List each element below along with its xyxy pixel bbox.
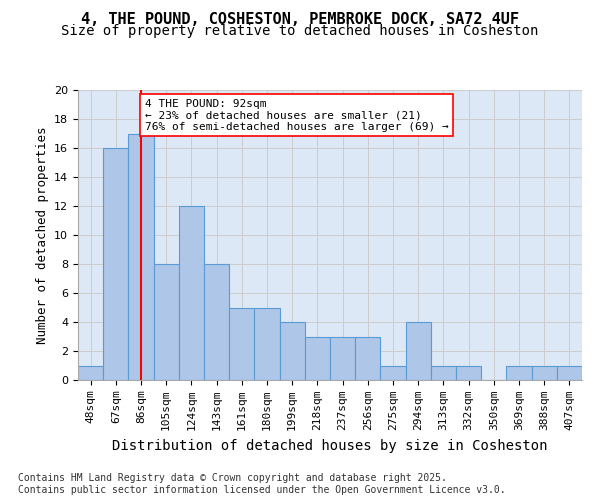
Bar	[204, 264, 229, 380]
Text: 4, THE POUND, COSHESTON, PEMBROKE DOCK, SA72 4UF: 4, THE POUND, COSHESTON, PEMBROKE DOCK, …	[81, 12, 519, 28]
Bar	[330, 336, 355, 380]
Bar	[154, 264, 179, 380]
Bar	[305, 336, 330, 380]
X-axis label: Distribution of detached houses by size in Cosheston: Distribution of detached houses by size …	[112, 438, 548, 452]
Bar	[431, 366, 456, 380]
Bar	[380, 366, 406, 380]
Bar	[355, 336, 380, 380]
Bar	[179, 206, 204, 380]
Bar	[78, 366, 103, 380]
Text: Contains HM Land Registry data © Crown copyright and database right 2025.
Contai: Contains HM Land Registry data © Crown c…	[18, 474, 506, 495]
Y-axis label: Number of detached properties: Number of detached properties	[35, 126, 49, 344]
Bar	[557, 366, 582, 380]
Bar	[532, 366, 557, 380]
Bar	[280, 322, 305, 380]
Text: Size of property relative to detached houses in Cosheston: Size of property relative to detached ho…	[61, 24, 539, 38]
Bar	[254, 308, 280, 380]
Bar	[128, 134, 154, 380]
Text: 4 THE POUND: 92sqm
← 23% of detached houses are smaller (21)
76% of semi-detache: 4 THE POUND: 92sqm ← 23% of detached hou…	[145, 98, 449, 132]
Bar	[456, 366, 481, 380]
Bar	[506, 366, 532, 380]
Bar	[103, 148, 128, 380]
Bar	[229, 308, 254, 380]
Bar	[406, 322, 431, 380]
